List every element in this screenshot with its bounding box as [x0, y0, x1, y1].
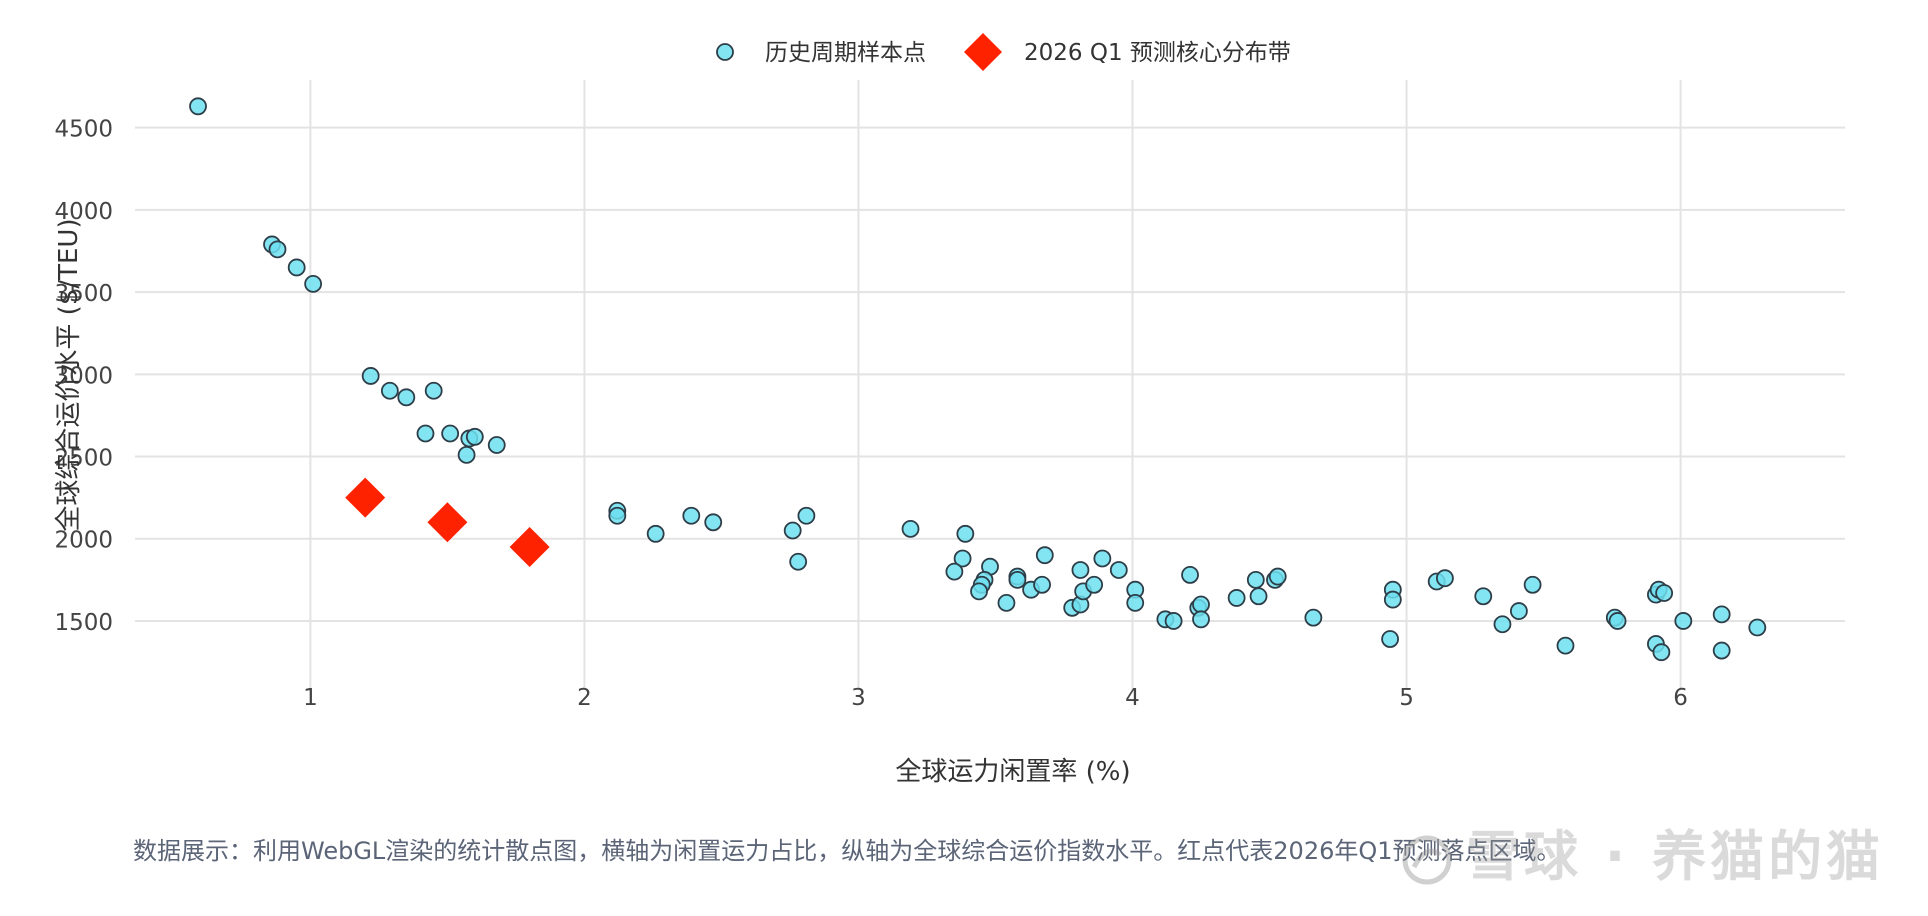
forecast-point: [427, 502, 468, 543]
history-sample-point: [416, 424, 435, 443]
history-sample-point: [1093, 549, 1112, 568]
history-sample-point: [682, 506, 701, 525]
history-sample-point: [424, 381, 443, 400]
history-sample-point: [1164, 612, 1183, 630]
history-sample-point: [608, 506, 627, 525]
y-axis-ticks: 1500 2000 2500 3000 3500 4000 4500: [54, 117, 113, 636]
history-sample-point: [380, 381, 399, 400]
history-sample-point: [1109, 561, 1128, 579]
history-sample-point: [1383, 590, 1402, 609]
history-sample-point: [1712, 641, 1731, 660]
x-tick-label: 4: [1125, 685, 1140, 711]
history-sample-point: [997, 593, 1016, 612]
history-sample-point: [1227, 589, 1246, 607]
history-sample-point: [1033, 575, 1051, 594]
history-sample-point: [1474, 587, 1493, 606]
history-sample-point: [1192, 595, 1210, 614]
history-sample-point: [1008, 570, 1027, 589]
y-tick-label: 1500: [54, 610, 113, 636]
history-sample-point: [797, 506, 816, 525]
history-sample-point: [1192, 610, 1210, 629]
x-tick-label: 1: [303, 685, 318, 711]
x-axis-ticks: 1 2 3 4 5 6: [303, 685, 1688, 711]
x-tick-label: 5: [1399, 685, 1414, 711]
y-axis-label: 全球综合运价水平 ($/TEU): [54, 218, 84, 531]
history-sample-point: [1748, 618, 1767, 637]
history-sample-point: [901, 519, 920, 538]
history-sample-point: [1304, 608, 1323, 627]
history-sample-point: [361, 367, 380, 385]
history-sample-point: [1268, 567, 1287, 586]
history-sample-point: [1381, 630, 1399, 648]
history-sample-point: [956, 524, 975, 543]
history-sample-point: [1509, 602, 1528, 620]
y-tick-label: 2000: [54, 528, 113, 554]
history-sample-point: [1035, 546, 1054, 565]
y-tick-label: 2500: [54, 446, 113, 472]
x-tick-label: 3: [851, 685, 866, 711]
history-sample-point: [646, 524, 665, 543]
history-sample-point: [304, 274, 323, 293]
grid-lines: [135, 80, 1845, 690]
history-sample-point: [1181, 566, 1199, 584]
x-tick-label: 6: [1673, 685, 1688, 711]
x-tick-label: 2: [577, 685, 592, 711]
history-sample-point: [783, 521, 802, 540]
history-sample-point: [287, 258, 306, 277]
y-tick-label: 4500: [54, 117, 113, 143]
history-sample-point: [1246, 570, 1265, 589]
watermark-logo-icon: [1402, 835, 1452, 885]
history-sample-point: [189, 97, 207, 116]
y-tick-label: 3500: [54, 281, 113, 307]
history-sample-point: [268, 240, 287, 259]
history-sample-point: [1712, 605, 1731, 624]
forecast-point: [509, 526, 550, 567]
legend-label-history: 历史周期样本点: [765, 40, 926, 66]
history-sample-point: [1493, 615, 1512, 634]
history-sample-point: [441, 424, 460, 443]
x-axis-label: 全球运力闲置率 (%): [895, 757, 1130, 787]
history-sample-point: [1085, 575, 1104, 594]
legend: 历史周期样本点 2026 Q1 预测核心分布带: [716, 33, 1291, 71]
history-sample-point: [1556, 636, 1575, 655]
history-sample-point: [1655, 584, 1674, 602]
watermark: 雪球 · 养猫的猫: [1400, 812, 1884, 891]
history-sample-point: [1071, 561, 1090, 579]
legend-label-forecast: 2026 Q1 预测核心分布带: [1024, 40, 1291, 66]
data-points: [189, 97, 1767, 662]
history-sample-point: [1436, 569, 1454, 588]
history-sample-point: [465, 427, 484, 446]
legend-circle-marker: [716, 43, 734, 61]
y-tick-label: 4000: [54, 199, 113, 225]
history-sample-point: [789, 552, 808, 571]
history-sample-point: [397, 388, 416, 407]
y-tick-label: 3000: [54, 363, 113, 389]
history-sample-point: [457, 445, 476, 464]
history-sample-point: [1523, 575, 1542, 594]
forecast-point: [345, 477, 386, 518]
history-sample-point: [487, 436, 506, 454]
history-sample-point: [704, 513, 723, 532]
history-sample-point: [970, 582, 988, 601]
history-sample-point: [1249, 587, 1268, 606]
watermark-text: 雪球 · 养猫的猫: [1466, 825, 1885, 888]
legend-diamond-marker: [964, 33, 1002, 71]
history-sample-point: [1652, 643, 1671, 662]
chart-caption: 数据展示：利用WebGL渲染的统计散点图，横轴为闲置运力占比，纵轴为全球综合运价…: [133, 837, 1561, 865]
history-sample-point: [945, 562, 964, 581]
history-sample-point: [953, 549, 972, 568]
history-sample-point: [1126, 593, 1145, 612]
history-sample-point: [1608, 612, 1627, 630]
history-sample-point: [1674, 612, 1693, 630]
